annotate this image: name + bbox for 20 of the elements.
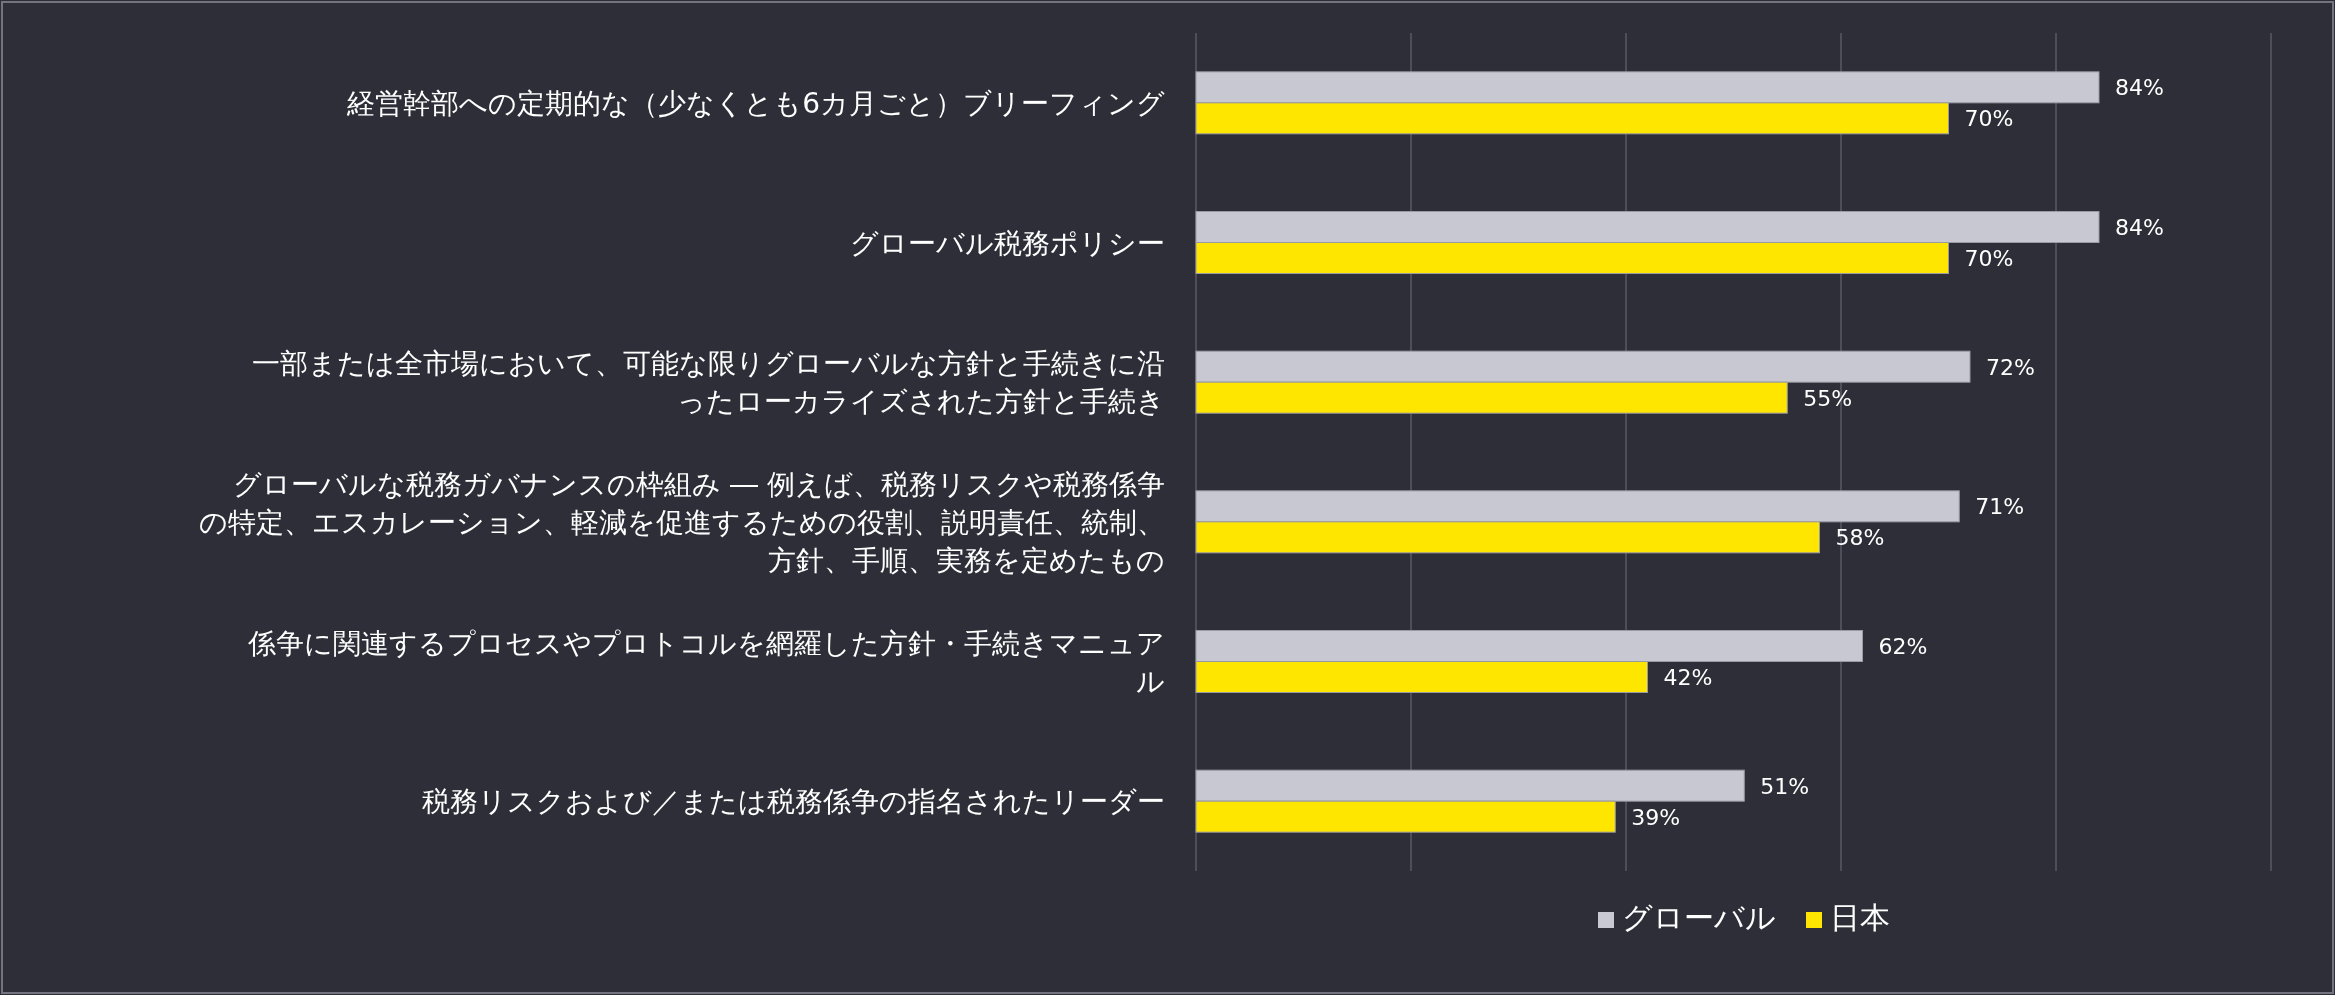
data-label: 55% xyxy=(1803,385,1853,411)
data-label: 62% xyxy=(1878,634,1928,659)
data-label: 84% xyxy=(2115,215,2164,240)
data-label: 58% xyxy=(1835,525,1885,551)
data-label: 72% xyxy=(1986,354,2035,380)
data-label: 71% xyxy=(1975,494,2025,520)
y-tick-label: グローバル税務ポリシー xyxy=(850,226,1165,260)
data-label: 39% xyxy=(1631,804,1681,830)
y-tick-label: 係争に関連するプロセスやプロトコルを網羅した方針・手続きマニュアル xyxy=(247,626,1165,698)
data-label: 51% xyxy=(1760,773,1810,799)
data-label: 70% xyxy=(1964,246,2014,271)
legend-label: 日本 xyxy=(1830,900,1890,935)
y-tick-label: 経営幹部への定期的な（少なくとも6カ月ごと）ブリーフィング xyxy=(346,86,1165,120)
y-tick-label: 一部または全市場において、可能な限りグローバルな方針と手続きに沿ったローカライズされた方針と手続き xyxy=(252,347,1165,419)
data-label: 42% xyxy=(1663,665,1713,690)
data-label: 70% xyxy=(1964,106,2014,132)
legend-label: グローバル xyxy=(1622,900,1776,935)
y-tick-label: 税務リスクおよび／または税務係争の指名されたリーダー xyxy=(422,785,1165,819)
y-tick-label: グローバルな税務ガバナンスの枠組み ― 例えば、税務リスクや税務係争の特定、エスカレーション、軽減を促進するための役割、説明責任、統制、方針、手順、実務を定めたもの xyxy=(199,467,1165,577)
data-label: 84% xyxy=(2115,75,2164,101)
